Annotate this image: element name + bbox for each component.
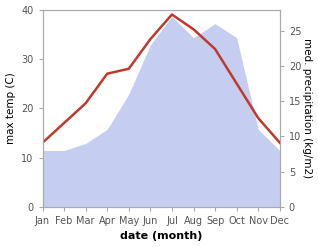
Y-axis label: max temp (C): max temp (C) xyxy=(5,72,16,144)
Y-axis label: med. precipitation (kg/m2): med. precipitation (kg/m2) xyxy=(302,38,313,178)
X-axis label: date (month): date (month) xyxy=(120,231,202,242)
